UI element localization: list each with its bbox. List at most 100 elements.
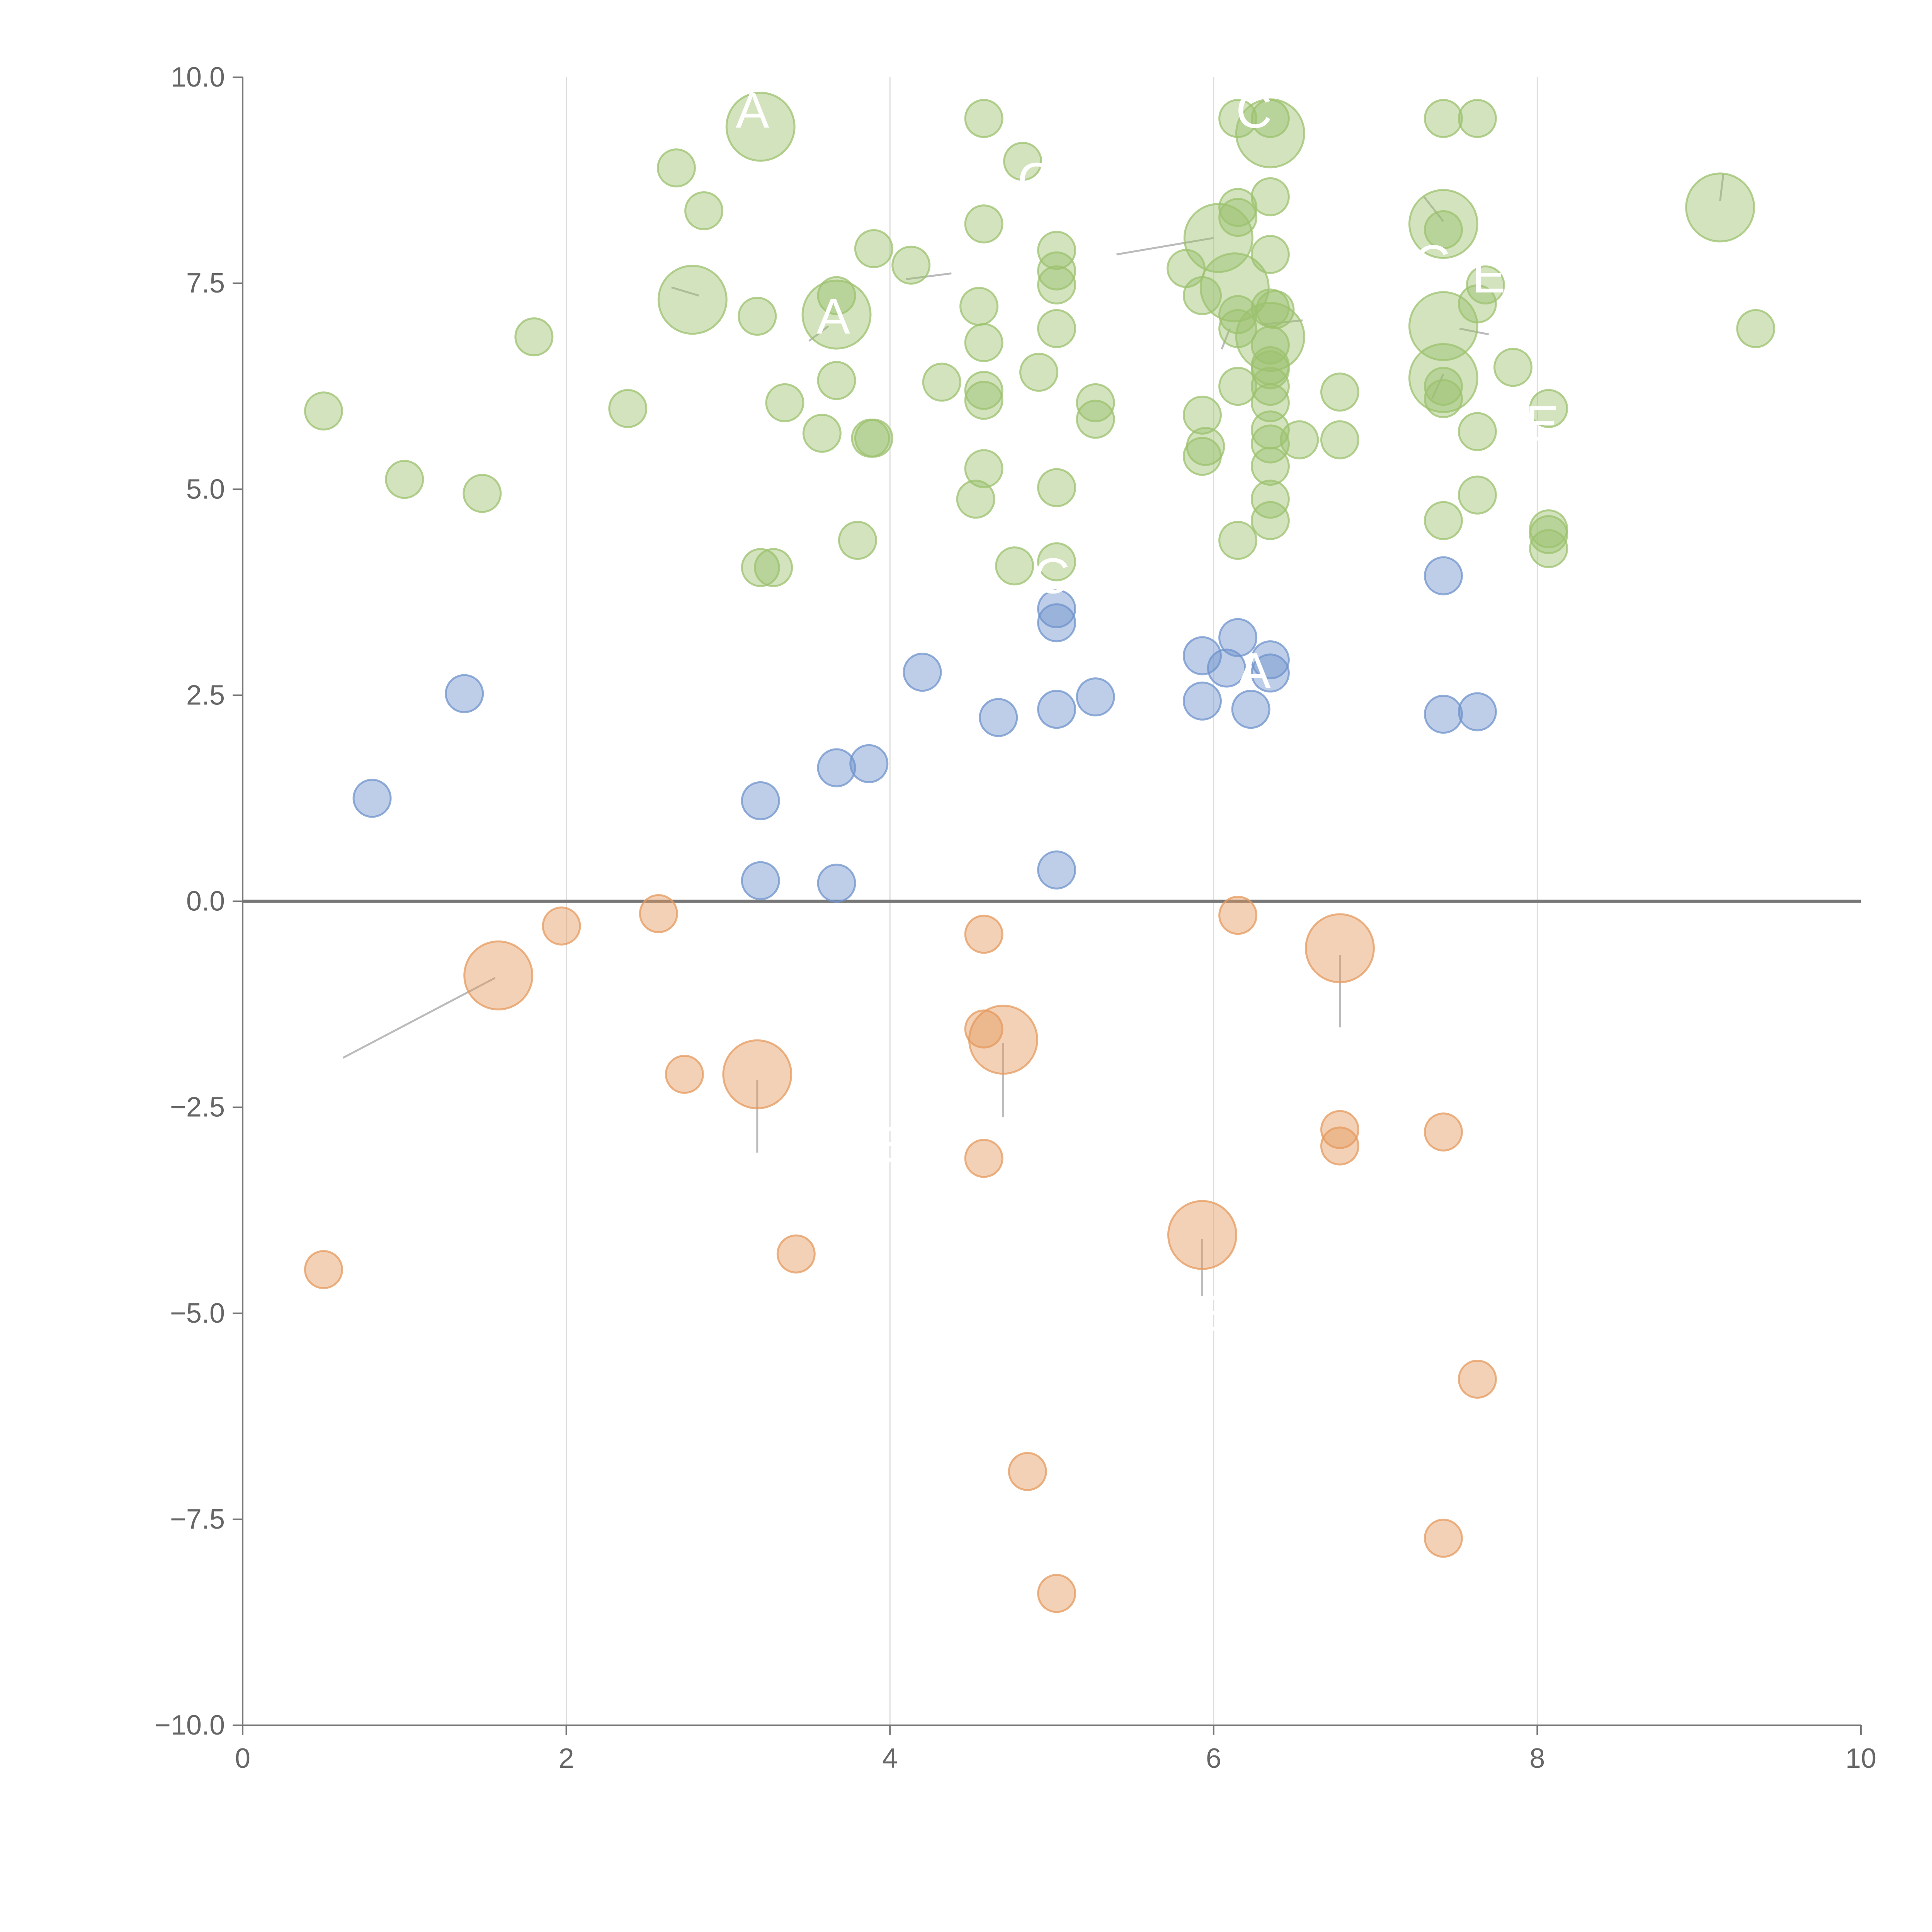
x-tick-label-1: 2 bbox=[559, 1743, 574, 1774]
blue-point-15 bbox=[1182, 681, 1222, 721]
blue-point-3 bbox=[741, 861, 780, 900]
leader-line-7 bbox=[1719, 173, 1725, 201]
green-point-14 bbox=[801, 279, 872, 350]
green-point-15 bbox=[854, 229, 893, 269]
green-point-82 bbox=[1423, 379, 1463, 418]
y-tick-label-8: −10.0 bbox=[155, 1710, 225, 1741]
green-point-3 bbox=[514, 317, 554, 357]
green-point-89 bbox=[1493, 348, 1533, 387]
blue-point-8 bbox=[979, 698, 1018, 737]
green-point-84 bbox=[1458, 99, 1497, 138]
green-point-50 bbox=[1218, 198, 1258, 237]
leader-line-14 bbox=[1221, 328, 1231, 350]
leader-line-9 bbox=[1459, 327, 1489, 335]
leader-line-10 bbox=[1431, 373, 1444, 399]
blue-point-16 bbox=[1207, 648, 1246, 688]
green-point-88 bbox=[1458, 475, 1497, 515]
green-point-85 bbox=[1458, 284, 1497, 323]
blue-point-17 bbox=[1218, 618, 1258, 657]
orange-point-9 bbox=[968, 1005, 1038, 1075]
green-point-86 bbox=[1466, 265, 1505, 304]
green-point-20 bbox=[754, 548, 793, 587]
leader-line-12 bbox=[1116, 237, 1214, 255]
green-point-75 bbox=[1320, 420, 1359, 459]
orange-point-0 bbox=[304, 1250, 343, 1289]
x-tick-label-2: 4 bbox=[882, 1743, 898, 1774]
green-point-59 bbox=[1250, 235, 1290, 274]
green-point-94 bbox=[1685, 172, 1755, 243]
green-point-18 bbox=[838, 520, 877, 560]
green-point-34 bbox=[1037, 231, 1077, 270]
blue-point-10 bbox=[1037, 603, 1077, 643]
green-point-70 bbox=[1250, 447, 1290, 486]
blue-point-9 bbox=[1037, 589, 1077, 628]
y-tick-label-6: −5.0 bbox=[170, 1298, 225, 1329]
green-point-7 bbox=[657, 265, 728, 335]
blue-point-21 bbox=[1423, 556, 1463, 595]
blue-point-11 bbox=[1037, 690, 1077, 729]
green-point-1 bbox=[385, 460, 424, 499]
green-point-32 bbox=[1019, 352, 1058, 392]
green-point-0 bbox=[304, 391, 343, 431]
green-point-41 bbox=[1076, 400, 1115, 439]
y-tick-label-2: 5.0 bbox=[186, 474, 225, 505]
green-point-61 bbox=[1255, 290, 1295, 329]
orange-point-11 bbox=[1008, 1452, 1047, 1491]
annotation-label-3: C bbox=[1236, 82, 1272, 138]
green-point-10 bbox=[765, 383, 804, 422]
green-point-44 bbox=[1182, 395, 1222, 435]
blue-point-13 bbox=[1076, 677, 1115, 717]
green-point-31 bbox=[1003, 142, 1043, 181]
green-point-22 bbox=[922, 362, 961, 402]
y-tick-label-3: 2.5 bbox=[186, 680, 225, 711]
green-point-92 bbox=[1529, 515, 1568, 554]
green-point-71 bbox=[1250, 480, 1290, 519]
green-point-40 bbox=[1076, 383, 1115, 422]
green-point-54 bbox=[1218, 520, 1258, 560]
blue-point-20 bbox=[1250, 653, 1290, 693]
x-tick-label-4: 8 bbox=[1529, 1743, 1545, 1774]
green-point-66 bbox=[1250, 367, 1290, 406]
green-point-83 bbox=[1423, 501, 1463, 540]
blue-point-19 bbox=[1250, 640, 1290, 680]
green-point-2 bbox=[463, 474, 502, 513]
x-tick-label-5: 10 bbox=[1845, 1743, 1876, 1774]
orange-point-12 bbox=[1037, 1574, 1077, 1613]
x-tick-label-0: 0 bbox=[235, 1743, 250, 1774]
green-point-46 bbox=[1182, 437, 1222, 476]
green-point-17 bbox=[854, 418, 893, 458]
green-point-13 bbox=[817, 276, 856, 315]
tick-label-layer: 10.0 7.5 5.0 2.5 0.0 −2.5 −5.0 −7.5 −10.0 0 2 4 6 8 10 bbox=[155, 62, 1876, 1774]
green-point-29 bbox=[964, 449, 1003, 488]
green-point-24 bbox=[964, 204, 1003, 244]
green-point-5 bbox=[656, 148, 696, 188]
annotation-label-5: E bbox=[1472, 247, 1505, 303]
green-point-25 bbox=[959, 287, 999, 326]
annotation-label-6: E bbox=[1526, 395, 1559, 452]
points-layer bbox=[304, 92, 1776, 1613]
orange-point-7 bbox=[964, 915, 1003, 954]
green-point-93 bbox=[1529, 529, 1568, 568]
green-point-58 bbox=[1250, 177, 1290, 216]
orange-point-4 bbox=[665, 1054, 704, 1094]
orange-point-5 bbox=[722, 1039, 793, 1109]
annotation-label-7: C bbox=[1034, 548, 1070, 604]
orange-point-17 bbox=[1320, 1126, 1359, 1166]
blue-point-1 bbox=[445, 674, 484, 713]
green-point-11 bbox=[802, 413, 842, 453]
green-point-77 bbox=[1408, 189, 1478, 259]
green-point-23 bbox=[964, 99, 1003, 138]
orange-point-14 bbox=[1218, 896, 1258, 935]
green-point-49 bbox=[1218, 188, 1258, 227]
green-point-35 bbox=[1037, 251, 1077, 291]
green-point-4 bbox=[608, 389, 648, 428]
green-point-39 bbox=[1037, 542, 1077, 582]
green-point-73 bbox=[1280, 420, 1319, 459]
orange-point-20 bbox=[1423, 1519, 1463, 1558]
green-point-76 bbox=[1423, 99, 1463, 138]
green-point-37 bbox=[1037, 309, 1077, 348]
orange-point-15 bbox=[1304, 913, 1375, 983]
